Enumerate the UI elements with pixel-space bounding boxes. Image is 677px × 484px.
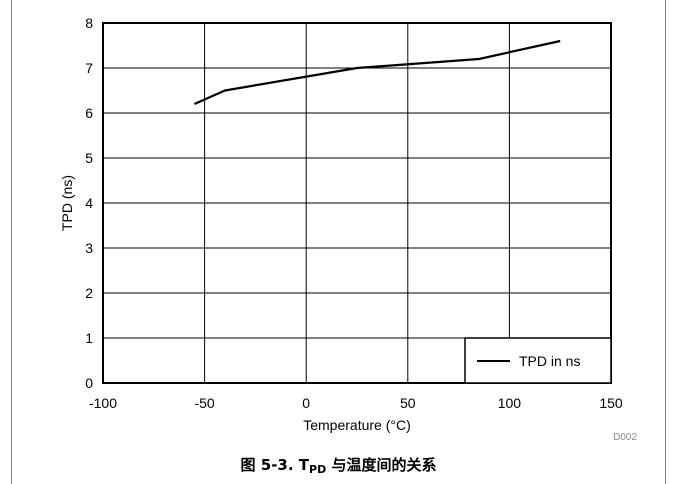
series-line — [193, 39, 561, 106]
y-axis: 0 1 2 3 4 5 6 7 8 — [85, 15, 93, 391]
y-tick-label: 0 — [85, 375, 93, 391]
y-tick-label: 5 — [85, 150, 93, 166]
caption-subscript: PD — [309, 463, 327, 476]
figure-caption: 图 5-3. TPD 与温度间的关系 — [0, 454, 677, 476]
chart-id-label: D002 — [613, 432, 637, 443]
y-tick-label: 2 — [85, 285, 93, 301]
y-axis-title: TPD (ns) — [59, 175, 75, 231]
plot-frame — [102, 22, 612, 384]
y-tick-label: 6 — [85, 105, 93, 121]
y-tick-label: 7 — [85, 60, 93, 76]
series-layer — [193, 39, 561, 106]
caption-suffix: 与温度间的关系 — [326, 456, 437, 474]
caption-prefix: 图 5-3. T — [240, 456, 310, 474]
x-tick-label: 50 — [400, 395, 416, 411]
legend-label: TPD in ns — [519, 353, 580, 369]
y-tick-label: 4 — [85, 195, 93, 211]
y-tick-label: 3 — [85, 240, 93, 256]
x-tick-label: 100 — [498, 395, 522, 411]
grid — [103, 23, 611, 383]
x-tick-label: 0 — [302, 395, 310, 411]
x-tick-label: -100 — [89, 395, 117, 411]
x-axis: -100 -50 0 50 100 150 — [89, 395, 623, 411]
y-tick-label: 8 — [85, 15, 93, 31]
x-tick-label: -50 — [194, 395, 214, 411]
legend: TPD in ns — [464, 337, 612, 384]
x-tick-label: 150 — [599, 395, 623, 411]
y-tick-label: 1 — [85, 330, 93, 346]
x-axis-title: Temperature (°C) — [303, 417, 411, 433]
